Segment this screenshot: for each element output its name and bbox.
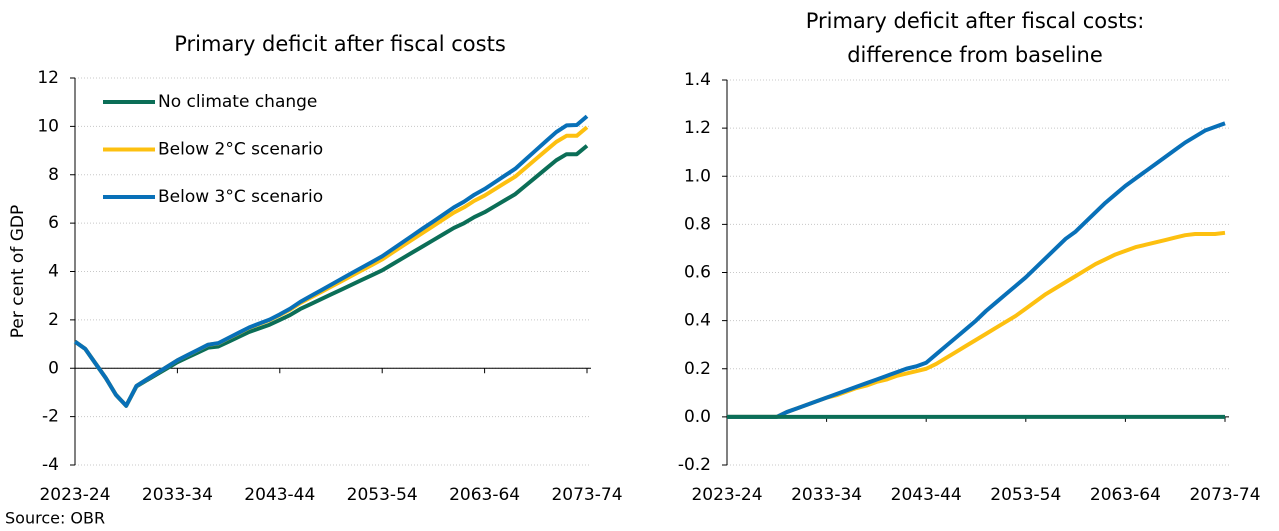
legend-label: Below 3°C scenario <box>158 187 323 207</box>
x-tick-label: 2033-34 <box>142 485 213 505</box>
y-tick-label: 1.2 <box>684 118 711 138</box>
x-tick-label: 2043-44 <box>891 485 962 505</box>
x-tick-label: 2073-74 <box>1189 485 1260 505</box>
x-tick-label: 2023-24 <box>39 485 110 505</box>
series-line <box>727 230 1226 419</box>
x-tick-label: 2073-74 <box>551 485 622 505</box>
x-tick-label: 2033-34 <box>791 485 862 505</box>
y-axis-label: Per cent of GDP <box>8 205 28 338</box>
series-line <box>73 114 589 408</box>
x-tick-label: 2053-54 <box>990 485 1061 505</box>
x-tick-label: 2023-24 <box>691 485 762 505</box>
series-line <box>73 144 589 408</box>
legend-label: Below 2°C scenario <box>158 140 323 160</box>
y-tick-label: 0.4 <box>684 311 711 331</box>
chart-title: Primary deficit after fiscal costs: <box>806 9 1145 33</box>
source-note: Source: OBR <box>5 509 105 528</box>
y-tick-label: 1.0 <box>684 166 711 186</box>
x-tick-label: 2063-64 <box>449 485 520 505</box>
chart-title: Primary deficit after fiscal costs <box>174 32 506 56</box>
y-tick-label: 0.8 <box>684 214 711 234</box>
y-tick-label: 0 <box>48 358 59 378</box>
y-tick-label: 12 <box>37 68 59 88</box>
y-tick-label: 8 <box>48 165 59 185</box>
y-tick-label: 4 <box>48 262 59 282</box>
x-tick-label: 2053-54 <box>347 485 418 505</box>
x-tick-label: 2063-64 <box>1090 485 1161 505</box>
y-tick-label: 1.4 <box>684 70 711 90</box>
y-tick-label: 10 <box>37 116 59 136</box>
chart-title: difference from baseline <box>847 43 1103 67</box>
y-tick-label: -4 <box>42 455 59 475</box>
series-line <box>727 121 1226 419</box>
y-tick-label: 0.0 <box>684 407 711 427</box>
y-tick-label: 6 <box>48 213 59 233</box>
y-tick-label: 0.2 <box>684 359 711 379</box>
legend-label: No climate change <box>158 92 317 112</box>
series-line <box>73 125 589 408</box>
y-tick-label: 2 <box>48 310 59 330</box>
y-tick-label: -2 <box>42 407 59 427</box>
y-tick-label: 0.6 <box>684 263 711 283</box>
x-tick-label: 2043-44 <box>244 485 315 505</box>
y-tick-label: -0.2 <box>678 455 711 475</box>
